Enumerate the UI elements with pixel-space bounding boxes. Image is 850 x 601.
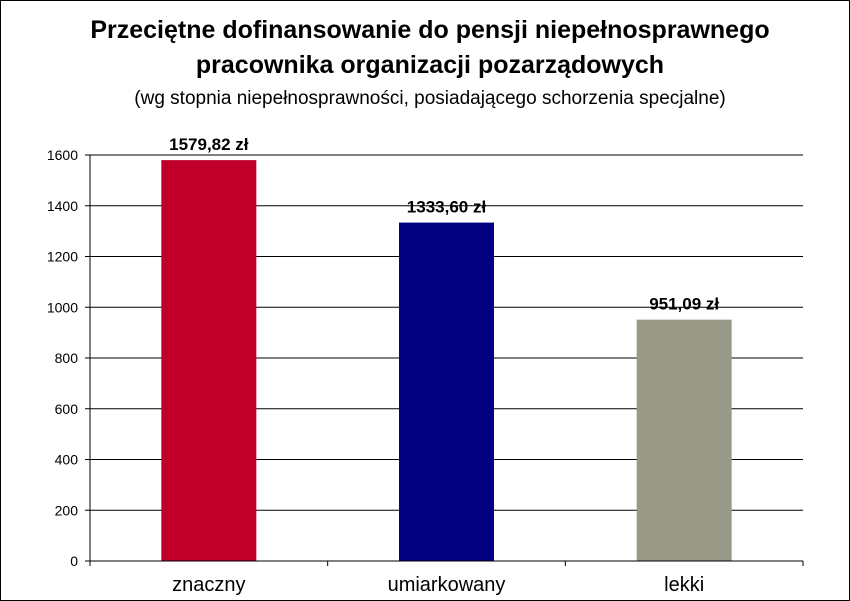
y-tick-label: 800 xyxy=(55,350,79,366)
y-tick-label: 0 xyxy=(70,553,78,569)
x-tick-label: lekki xyxy=(664,574,704,596)
chart-subtitle: (wg stopnia niepełnosprawności, posiadaj… xyxy=(134,88,725,109)
data-label: 951,09 zł xyxy=(649,295,719,314)
bar-umiarkowany xyxy=(399,222,494,561)
axes xyxy=(85,154,804,566)
y-tick-label: 1200 xyxy=(47,249,78,265)
y-tick-label: 200 xyxy=(55,502,79,518)
y-tick-label: 600 xyxy=(55,401,79,417)
chart-title-line-2: pracownika organizacji pozarządowych xyxy=(196,51,664,79)
x-tick-label: umiarkowany xyxy=(388,574,506,596)
bar-znaczny xyxy=(161,160,257,562)
y-tick-label: 1000 xyxy=(47,299,78,315)
data-label: 1579,82 zł xyxy=(169,135,249,154)
bar-lekki xyxy=(636,319,732,561)
x-tick-label: znaczny xyxy=(172,574,245,596)
chart-title-line-1: Przeciętne dofinansowanie do pensji niep… xyxy=(90,16,769,44)
y-tick-label: 400 xyxy=(55,452,79,468)
y-tick-label: 1600 xyxy=(47,147,78,163)
y-tick-label: 1400 xyxy=(47,198,78,214)
labels: 0 200 400 600 800 1000 1200 1400 1600 1579,82 zł z… xyxy=(47,135,720,596)
data-label: 1333,60 zł xyxy=(407,198,487,217)
bars xyxy=(161,160,732,562)
